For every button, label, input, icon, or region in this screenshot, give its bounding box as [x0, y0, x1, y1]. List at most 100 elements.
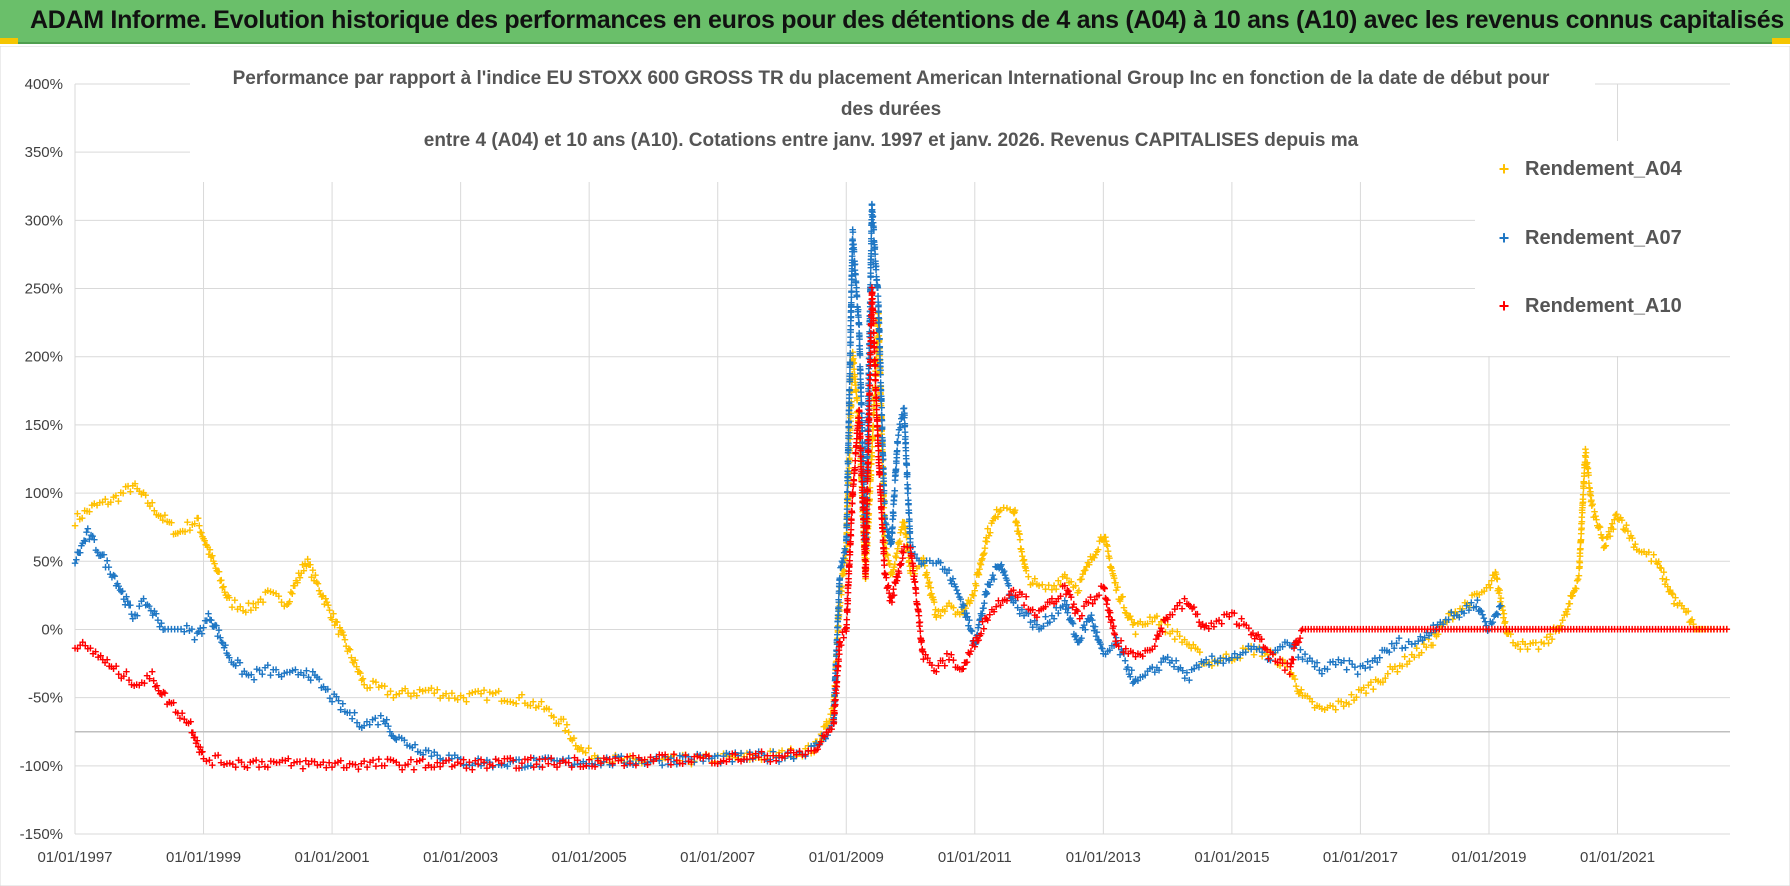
data-point-Rendement_A04: +	[1098, 532, 1106, 547]
data-point-Rendement_A04: +	[218, 572, 226, 587]
data-point-Rendement_A04: +	[142, 487, 150, 502]
data-point-Rendement_A04: +	[848, 356, 856, 371]
data-point-Rendement_A04: +	[904, 538, 912, 553]
data-point-Rendement_A04: +	[851, 367, 859, 382]
data-point-Rendement_A04: +	[591, 748, 599, 763]
data-point-Rendement_A04: +	[864, 518, 872, 533]
data-point-Rendement_A04: +	[879, 465, 887, 480]
data-point-Rendement_A04: +	[317, 586, 325, 601]
data-point-Rendement_A04: +	[881, 532, 889, 547]
data-point-Rendement_A04: +	[1124, 610, 1132, 625]
data-point-Rendement_A04: +	[926, 587, 934, 602]
data-point-Rendement_A04: +	[582, 745, 590, 760]
data-point-Rendement_A04: +	[693, 748, 701, 763]
data-point-Rendement_A04: +	[928, 590, 936, 605]
data-point-Rendement_A04: +	[538, 694, 546, 709]
data-point-Rendement_A04: +	[275, 588, 283, 603]
data-point-Rendement_A04: +	[1072, 578, 1080, 593]
data-point-Rendement_A04: +	[861, 541, 869, 556]
data-point-Rendement_A04: +	[836, 598, 844, 613]
data-point-Rendement_A04: +	[228, 599, 236, 614]
data-point-Rendement_A04: +	[858, 470, 866, 485]
data-point-Rendement_A04: +	[859, 509, 867, 524]
data-point-Rendement_A04: +	[844, 490, 852, 505]
data-point-Rendement_A04: +	[529, 694, 537, 709]
data-point-Rendement_A04: +	[1019, 553, 1027, 568]
data-point-Rendement_A04: +	[133, 481, 141, 496]
data-point-Rendement_A04: +	[410, 685, 418, 700]
data-point-Rendement_A04: +	[882, 548, 890, 563]
data-point-Rendement_A04: +	[600, 755, 608, 770]
data-point-Rendement_A04: +	[921, 558, 929, 573]
data-point-Rendement_A04: +	[501, 693, 509, 708]
data-point-Rendement_A04: +	[863, 535, 871, 550]
data-point-Rendement_A04: +	[848, 370, 856, 385]
data-point-Rendement_A04: +	[870, 420, 878, 435]
data-point-Rendement_A04: +	[535, 699, 543, 714]
data-point-Rendement_A04: +	[336, 620, 344, 635]
data-point-Rendement_A04: +	[1217, 653, 1225, 668]
data-point-Rendement_A04: +	[454, 692, 462, 707]
data-point-Rendement_A04: +	[831, 687, 839, 702]
data-point-Rendement_A04: +	[976, 555, 984, 570]
data-point-Rendement_A04: +	[848, 375, 856, 390]
data-point-Rendement_A04: +	[393, 687, 401, 702]
x-tick-label: 01/01/2005	[552, 849, 627, 866]
data-point-Rendement_A04: +	[594, 750, 602, 765]
data-point-Rendement_A04: +	[1015, 526, 1023, 541]
data-point-Rendement_A04: +	[451, 691, 459, 706]
data-point-Rendement_A04: +	[837, 587, 845, 602]
data-point-Rendement_A04: +	[381, 678, 389, 693]
data-point-Rendement_A04: +	[994, 509, 1002, 524]
data-point-Rendement_A04: +	[997, 502, 1005, 517]
data-point-Rendement_A04: +	[93, 497, 101, 512]
data-point-Rendement_A04: +	[146, 498, 154, 513]
data-point-Rendement_A04: +	[850, 355, 858, 370]
data-point-Rendement_A04: +	[543, 701, 551, 716]
data-point-Rendement_A04: +	[579, 744, 587, 759]
data-point-Rendement_A04: +	[1118, 590, 1126, 605]
data-point-Rendement_A04: +	[679, 747, 687, 762]
y-tick-label: 350%	[25, 144, 63, 161]
data-point-Rendement_A04: +	[1017, 541, 1025, 556]
data-point-Rendement_A04: +	[1137, 614, 1145, 629]
data-point-Rendement_A04: +	[588, 751, 596, 766]
data-point-Rendement_A04: +	[489, 686, 497, 701]
data-point-Rendement_A04: +	[972, 576, 980, 591]
data-point-Rendement_A04: +	[901, 515, 909, 530]
data-point-Rendement_A04: +	[708, 754, 716, 769]
data-point-Rendement_A04: +	[836, 604, 844, 619]
data-point-Rendement_A04: +	[737, 746, 745, 761]
data-point-Rendement_A04: +	[868, 433, 876, 448]
data-point-Rendement_A04: +	[858, 471, 866, 486]
data-point-Rendement_A04: +	[834, 635, 842, 650]
data-point-Rendement_A04: +	[471, 684, 479, 699]
data-point-Rendement_A04: +	[865, 515, 873, 530]
data-point-Rendement_A04: +	[354, 664, 362, 679]
data-point-Rendement_A04: +	[845, 466, 853, 481]
data-point-Rendement_A04: +	[290, 578, 298, 593]
data-point-Rendement_A04: +	[618, 751, 626, 766]
data-point-Rendement_A04: +	[845, 475, 853, 490]
data-point-Rendement_A04: +	[425, 683, 433, 698]
x-tick-label: 01/01/2011	[938, 849, 1012, 866]
data-point-Rendement_A04: +	[874, 306, 882, 321]
data-point-Rendement_A04: +	[863, 546, 871, 561]
data-point-Rendement_A04: +	[817, 726, 825, 741]
data-point-Rendement_A04: +	[315, 583, 323, 598]
data-point-Rendement_A04: +	[597, 754, 605, 769]
data-point-Rendement_A04: +	[1115, 591, 1123, 606]
data-point-Rendement_A04: +	[866, 480, 874, 495]
data-point-Rendement_A04: +	[862, 566, 870, 581]
data-point-Rendement_A04: +	[839, 562, 847, 577]
data-point-Rendement_A04: +	[843, 526, 851, 541]
x-tick-label: 01/01/2007	[680, 849, 755, 866]
data-point-Rendement_A04: +	[711, 754, 719, 769]
data-point-Rendement_A04: +	[966, 595, 974, 610]
data-point-Rendement_A04: +	[892, 549, 900, 564]
data-point-Rendement_A04: +	[755, 750, 763, 765]
data-point-Rendement_A04: +	[413, 688, 421, 703]
data-point-Rendement_A04: +	[416, 682, 424, 697]
data-point-Rendement_A04: +	[897, 525, 905, 540]
data-point-Rendement_A04: +	[303, 559, 311, 574]
